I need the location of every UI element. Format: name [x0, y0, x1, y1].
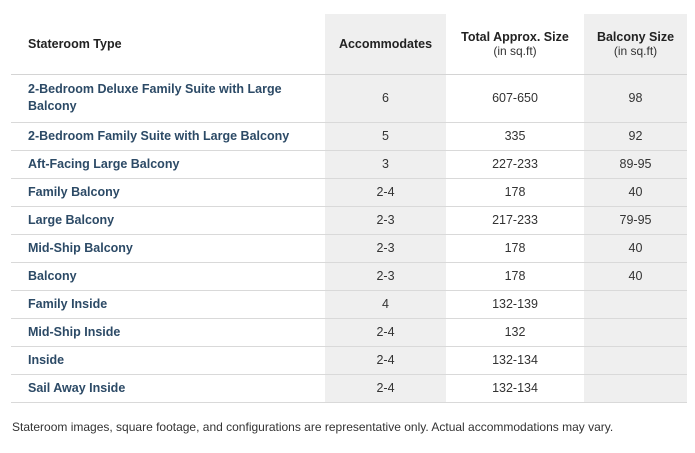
balcony-size-cell: 79-95	[584, 206, 687, 235]
table-row: Aft-Facing Large Balcony 3 227-233 89-95	[11, 150, 687, 179]
header-balcony-size-unit: (in sq.ft)	[613, 43, 658, 58]
table-row: Inside 2-4 132-134	[11, 346, 687, 375]
header-balcony-size: Balcony Size (in sq.ft)	[584, 14, 687, 75]
stateroom-type-link[interactable]: Balcony	[11, 262, 325, 291]
stateroom-type-link[interactable]: Family Inside	[11, 290, 325, 319]
stateroom-table: Stateroom Type Accommodates Total Approx…	[11, 14, 687, 403]
stateroom-type-link[interactable]: Mid-Ship Inside	[11, 318, 325, 347]
total-size-cell: 178	[446, 178, 584, 207]
balcony-size-cell	[584, 346, 687, 375]
total-size-cell: 132-134	[446, 346, 584, 375]
stateroom-type-link[interactable]: 2-Bedroom Family Suite with Large Balcon…	[11, 122, 325, 151]
accommodates-cell: 2-4	[325, 346, 446, 375]
accommodates-cell: 2-3	[325, 262, 446, 291]
header-total-size-label: Total Approx. Size	[461, 29, 569, 44]
total-size-cell: 335	[446, 122, 584, 151]
accommodates-cell: 2-4	[325, 318, 446, 347]
balcony-size-cell	[584, 290, 687, 319]
total-size-cell: 607-650	[446, 74, 584, 123]
table-row: Large Balcony 2-3 217-233 79-95	[11, 206, 687, 235]
total-size-cell: 217-233	[446, 206, 584, 235]
table-row: Mid-Ship Inside 2-4 132	[11, 318, 687, 347]
accommodates-cell: 5	[325, 122, 446, 151]
disclaimer-note: Stateroom images, square footage, and co…	[12, 420, 614, 434]
balcony-size-cell	[584, 318, 687, 347]
balcony-size-cell: 40	[584, 262, 687, 291]
balcony-size-cell: 40	[584, 234, 687, 263]
total-size-cell: 132	[446, 318, 584, 347]
stateroom-type-link[interactable]: 2-Bedroom Deluxe Family Suite with Large…	[11, 74, 325, 123]
accommodates-cell: 4	[325, 290, 446, 319]
table-body: 2-Bedroom Deluxe Family Suite with Large…	[11, 74, 687, 403]
accommodates-cell: 2-3	[325, 234, 446, 263]
table-row: Family Balcony 2-4 178 40	[11, 178, 687, 207]
balcony-size-cell	[584, 374, 687, 403]
table-row: 2-Bedroom Deluxe Family Suite with Large…	[11, 74, 687, 123]
accommodates-cell: 3	[325, 150, 446, 179]
table-row: Balcony 2-3 178 40	[11, 262, 687, 291]
balcony-size-cell: 92	[584, 122, 687, 151]
total-size-cell: 132-139	[446, 290, 584, 319]
header-row: Stateroom Type Accommodates Total Approx…	[11, 14, 687, 75]
total-size-cell: 178	[446, 234, 584, 263]
balcony-size-cell: 98	[584, 74, 687, 123]
header-balcony-size-label: Balcony Size	[596, 29, 675, 44]
stateroom-type-link[interactable]: Mid-Ship Balcony	[11, 234, 325, 263]
header-total-size: Total Approx. Size (in sq.ft)	[446, 14, 584, 75]
header-accommodates: Accommodates	[325, 14, 446, 75]
stateroom-type-link[interactable]: Aft-Facing Large Balcony	[11, 150, 325, 179]
stateroom-type-link[interactable]: Inside	[11, 346, 325, 375]
balcony-size-cell: 89-95	[584, 150, 687, 179]
table-header: Stateroom Type Accommodates Total Approx…	[11, 14, 687, 75]
total-size-cell: 132-134	[446, 374, 584, 403]
accommodates-cell: 2-4	[325, 374, 446, 403]
stateroom-type-link[interactable]: Large Balcony	[11, 206, 325, 235]
table-row: Mid-Ship Balcony 2-3 178 40	[11, 234, 687, 263]
header-stateroom-type: Stateroom Type	[11, 14, 325, 75]
accommodates-cell: 6	[325, 74, 446, 123]
header-total-size-unit: (in sq.ft)	[493, 43, 537, 58]
table-row: 2-Bedroom Family Suite with Large Balcon…	[11, 122, 687, 151]
table-row: Sail Away Inside 2-4 132-134	[11, 374, 687, 403]
total-size-cell: 178	[446, 262, 584, 291]
table-row: Family Inside 4 132-139	[11, 290, 687, 319]
accommodates-cell: 2-4	[325, 178, 446, 207]
stateroom-type-link[interactable]: Sail Away Inside	[11, 374, 325, 403]
accommodates-cell: 2-3	[325, 206, 446, 235]
stateroom-type-link[interactable]: Family Balcony	[11, 178, 325, 207]
total-size-cell: 227-233	[446, 150, 584, 179]
balcony-size-cell: 40	[584, 178, 687, 207]
